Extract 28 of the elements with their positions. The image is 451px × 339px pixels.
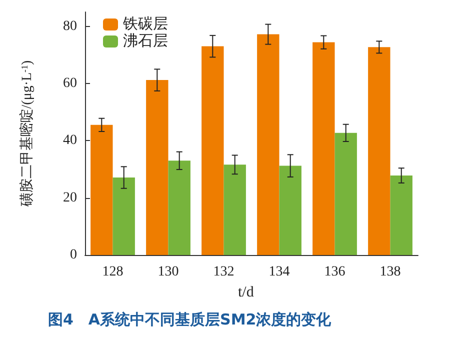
bar <box>390 176 412 255</box>
caption: 图4 A系统中不同基质层SM2浓度的变化 <box>48 310 332 328</box>
x-axis-title: t/d <box>238 284 254 300</box>
y-tick-label: 60 <box>63 76 77 91</box>
x-tick-label: 132 <box>213 264 234 280</box>
y-tick-label: 80 <box>63 18 77 34</box>
legend-label: 铁碳层 <box>122 16 168 32</box>
bar <box>112 178 135 255</box>
x-tick-label: 134 <box>268 264 290 280</box>
bar <box>202 46 224 255</box>
y-tick-label: 40 <box>63 133 77 148</box>
bar <box>257 34 280 255</box>
bar <box>224 164 246 255</box>
bar <box>168 160 190 255</box>
x-tick-label: 136 <box>324 264 346 280</box>
x-tick-label: 128 <box>102 264 124 280</box>
bar <box>334 132 357 255</box>
bar <box>90 124 113 255</box>
y-tick-label: 20 <box>63 190 77 206</box>
bar <box>146 80 168 255</box>
legend-label: 沸石层 <box>123 32 168 50</box>
bar <box>368 47 390 255</box>
bar <box>312 42 335 255</box>
x-tick-label: 130 <box>158 264 179 280</box>
y-tick-label: 0 <box>70 248 77 262</box>
y-axis-title: 磺胺二甲基嘧啶/(μg·L-1) <box>19 60 35 208</box>
bar <box>279 166 302 255</box>
x-tick-label: 138 <box>380 264 401 280</box>
